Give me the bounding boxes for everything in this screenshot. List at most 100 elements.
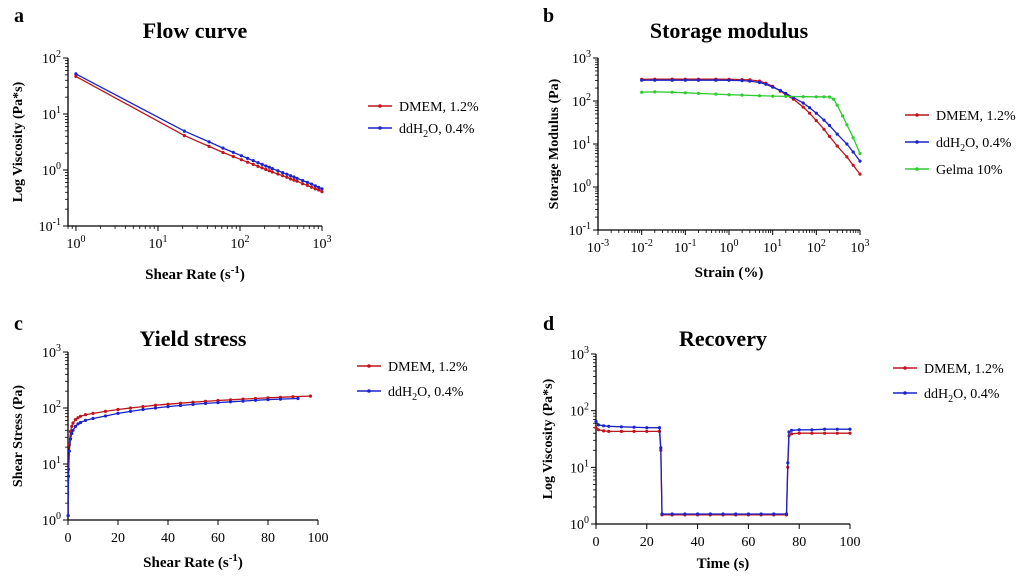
x-axis-label: Strain (%) <box>695 265 764 281</box>
data-point <box>683 512 687 516</box>
data-point <box>835 431 839 435</box>
data-point <box>256 161 260 165</box>
data-point <box>128 409 133 413</box>
data-point <box>70 431 74 436</box>
data-point <box>858 172 862 176</box>
data-point <box>239 154 243 158</box>
data-point <box>746 512 751 516</box>
y-tick-label: 103 <box>570 345 589 363</box>
legend-marker <box>367 389 371 393</box>
data-point <box>264 167 268 172</box>
data-point <box>851 136 855 140</box>
y-tick-label: 100 <box>42 511 61 529</box>
legend-item-dmem-1-2: DMEM, 1.2% <box>893 362 1004 377</box>
legend-item-dmem-1-2: DMEM, 1.2% <box>905 109 1016 124</box>
data-point <box>91 416 95 421</box>
data-point <box>797 428 801 432</box>
data-point <box>317 185 321 189</box>
data-point <box>772 512 776 516</box>
data-point <box>759 512 763 516</box>
data-point <box>285 172 289 176</box>
data-point <box>191 402 195 406</box>
series-line <box>641 79 861 162</box>
data-point <box>708 512 712 516</box>
data-point <box>640 78 644 82</box>
legend-marker <box>915 140 919 144</box>
legend-item-dmem-1-2: DMEM, 1.2% <box>357 360 468 375</box>
data-point <box>660 512 664 516</box>
data-point <box>808 111 812 115</box>
data-point <box>239 158 243 162</box>
data-point <box>267 169 271 173</box>
panel-letter: b <box>543 5 554 27</box>
data-point <box>191 400 195 404</box>
legend-item-ddh2o-0-4: ddH2O, 0.4% <box>905 136 1012 154</box>
data-point <box>645 426 649 430</box>
data-point <box>810 431 814 435</box>
data-point <box>128 406 133 410</box>
data-point <box>757 80 762 85</box>
data-point <box>790 432 794 436</box>
data-point <box>231 150 235 154</box>
data-point <box>835 103 839 107</box>
y-tick-label: 102 <box>570 402 589 420</box>
data-point <box>278 397 283 401</box>
series-dmem-1-2 <box>66 394 313 518</box>
data-point <box>313 184 317 188</box>
data-point <box>83 413 88 417</box>
y-tick-label: 102 <box>42 49 61 67</box>
data-point <box>178 401 183 405</box>
data-point <box>78 420 83 425</box>
data-point <box>91 411 95 415</box>
data-point <box>734 512 738 516</box>
data-point <box>310 185 314 189</box>
data-point <box>851 163 855 167</box>
data-point <box>289 177 293 181</box>
data-point <box>841 114 845 118</box>
data-point <box>153 406 158 410</box>
data-point <box>640 90 644 94</box>
x-tick-label: 100 <box>840 535 861 550</box>
data-point <box>228 400 233 404</box>
legend-label: DMEM, 1.2% <box>924 362 1004 377</box>
data-point <box>260 162 264 166</box>
data-point <box>670 512 674 516</box>
data-point <box>607 429 611 433</box>
panel-letter: d <box>543 313 554 335</box>
series-line <box>641 78 861 175</box>
data-point <box>74 72 78 76</box>
data-point <box>858 151 862 156</box>
data-point <box>602 424 606 428</box>
data-point <box>787 430 791 434</box>
panel-c: c Yield stress 0 20 40 60 80 100 100 101 102 103 She… <box>11 313 468 571</box>
data-point <box>797 431 801 435</box>
data-point <box>74 74 78 78</box>
data-point <box>790 428 794 432</box>
x-tick-label: 101 <box>148 234 167 252</box>
data-point <box>645 429 649 433</box>
data-point <box>320 190 324 194</box>
x-tick-label: 102 <box>230 234 249 252</box>
y-tick-label: 102 <box>572 92 591 110</box>
data-point <box>632 429 636 433</box>
data-point <box>182 129 186 133</box>
series-ddh2o-0-4 <box>640 78 862 163</box>
data-point <box>832 97 836 101</box>
y-tick-label: 100 <box>570 515 589 533</box>
data-point <box>295 176 299 180</box>
data-point <box>827 123 832 128</box>
legend-item-ddh2o-0-4: ddH2O, 0.4% <box>368 122 475 140</box>
data-point <box>285 175 289 179</box>
series-dmem-1-2 <box>594 426 852 517</box>
y-axis-label: Log Viscosity (Pa*s) <box>541 378 556 499</box>
panel-b: b Storage modulus 10-3 10-2 10-1 100 101 102 103… <box>543 5 1016 281</box>
data-point <box>721 512 725 516</box>
data-point <box>71 421 75 425</box>
x-tick-label: 103 <box>313 234 332 252</box>
y-axis-label: Storage Modulus (Pa) <box>547 78 562 209</box>
series-line <box>595 420 850 515</box>
data-point <box>714 92 718 96</box>
data-point <box>848 431 852 435</box>
data-point <box>619 429 624 433</box>
data-point <box>166 405 170 409</box>
